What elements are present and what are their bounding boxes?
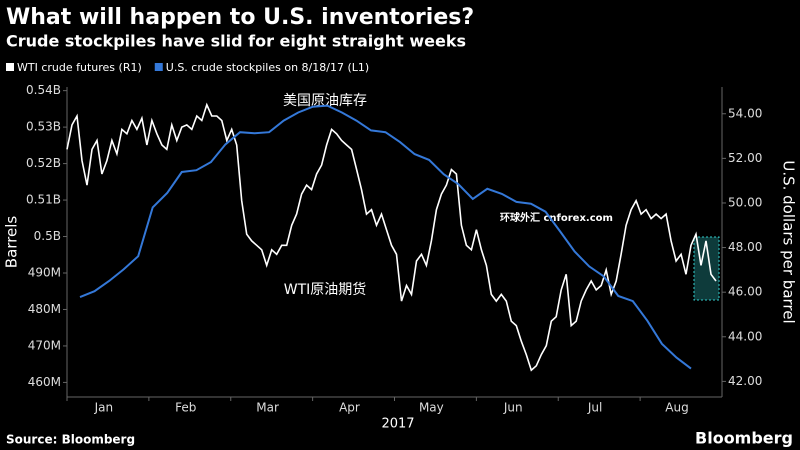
source: Source: Bloomberg (6, 433, 135, 447)
annotation: 美国原油库存 (283, 93, 367, 109)
watermark: 环球外汇 cnforex.com (500, 211, 613, 224)
x-tick-label: Jun (503, 401, 523, 415)
x-tick-label: Jul (587, 401, 602, 415)
y-tick-label: 460M (28, 375, 61, 389)
x-axis-title: 2017 (381, 417, 414, 432)
x-tick-label: Apr (339, 401, 360, 415)
y2-tick-label: 48.00 (728, 240, 762, 254)
y-tick-label: 480M (28, 302, 61, 316)
y2-tick-label: 44.00 (728, 329, 762, 343)
chart-subtitle: Crude stockpiles have slid for eight str… (6, 32, 466, 51)
y-tick-label: 0.52B (26, 156, 61, 170)
series-line (66, 102, 717, 372)
y2-tick-label: 42.00 (728, 374, 762, 388)
y2-tick-label: 52.00 (728, 151, 762, 165)
y-tick-label: 0.5B (34, 229, 61, 243)
legend-label: WTI crude futures (R1) (17, 61, 142, 74)
series-line (79, 104, 692, 370)
x-tick-label: Feb (175, 401, 196, 415)
x-tick-label: Jan (94, 401, 114, 415)
legend-swatch (6, 63, 14, 71)
brand: Bloomberg (695, 429, 793, 448)
annotation: WTI原油期货 (284, 281, 367, 298)
chart-title: What will happen to U.S. inventories? (6, 5, 474, 30)
y-tick-label: 0.53B (26, 120, 61, 134)
x-tick-label: Aug (665, 401, 688, 415)
y2-axis-title: U.S. dollars per barrel (780, 160, 798, 323)
x-tick-label: Mar (256, 401, 279, 415)
y2-tick-label: 50.00 (728, 195, 762, 209)
y-tick-label: 0.51B (26, 193, 61, 207)
y-tick-label: 0.54B (26, 83, 61, 97)
y2-tick-label: 54.00 (728, 106, 762, 120)
legend-swatch (154, 63, 163, 71)
y-axis-title: Barrels (3, 216, 21, 269)
legend-label: U.S. crude stockpiles on 8/18/17 (L1) (166, 61, 369, 74)
y-tick-label: 490M (28, 266, 61, 280)
x-tick-label: May (419, 401, 444, 415)
y2-tick-label: 46.00 (728, 285, 762, 299)
y-tick-label: 470M (28, 338, 61, 352)
